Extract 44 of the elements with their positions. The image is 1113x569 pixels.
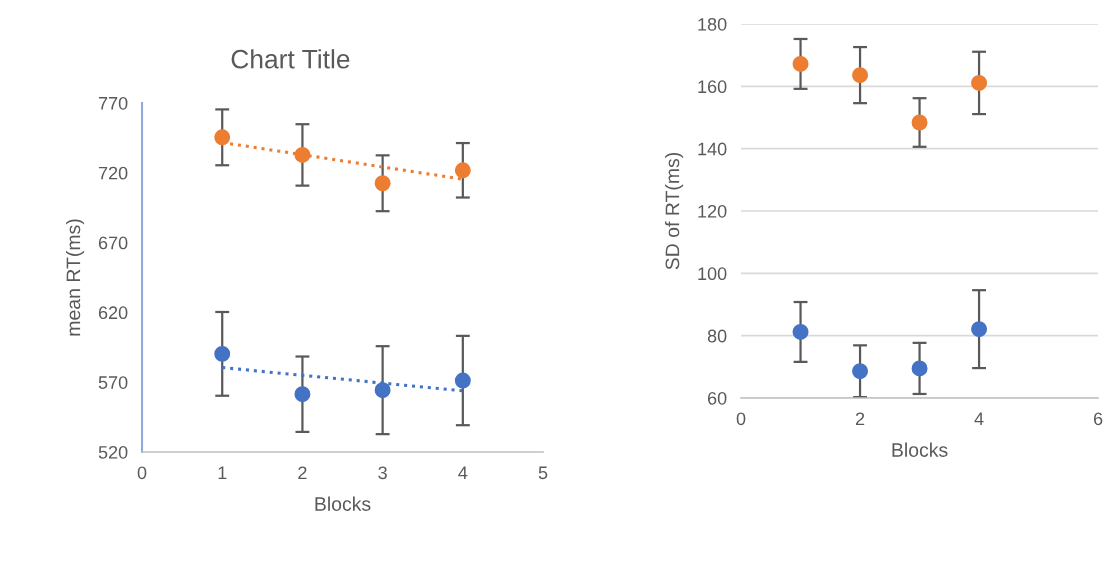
point [911,360,928,377]
point [911,114,928,131]
y-tick-label: 120 [698,204,727,218]
x-tick-label: 2 [298,466,307,479]
x-tick-label: 4 [458,466,468,479]
y-tick-label: 140 [698,142,727,156]
y-tick-label: 100 [698,267,727,281]
x-axis-title: Blocks [315,496,371,511]
point [852,363,869,380]
point [971,321,988,338]
point [852,67,869,84]
y-tick-label: 570 [98,376,128,389]
point [374,382,391,399]
y-tick-label: 60 [707,391,727,405]
x-axis-title: Blocks [892,442,948,457]
point [214,129,231,146]
point [792,323,809,340]
y-tick-label: 720 [98,166,128,180]
point [214,345,231,362]
point [792,55,809,72]
x-tick-label: 6 [1093,412,1103,426]
point [454,162,471,179]
y-axis-title: mean RT(ms) [65,219,85,336]
x-tick-label: 3 [378,466,387,480]
point [294,146,311,163]
point [971,74,988,91]
point [294,386,311,403]
y-tick-label: 770 [98,96,128,110]
point [454,372,471,389]
y-tick-label: 80 [707,329,727,343]
y-tick-label: 670 [98,236,128,250]
x-tick-label: 0 [137,466,147,480]
y-tick-label: 620 [98,306,128,320]
chart-title: Chart Title [231,49,350,69]
y-axis-title: SD of RT(ms) [665,152,684,270]
y-tick-label: 160 [698,80,727,94]
x-tick-label: 4 [974,412,984,425]
x-tick-label: 2 [855,412,865,425]
x-tick-label: 1 [218,466,227,479]
x-tick-label: 5 [538,466,548,480]
point [374,175,391,192]
y-tick-label: 520 [98,445,128,459]
x-tick-label: 0 [736,412,746,426]
y-tick-label: 180 [698,17,727,31]
